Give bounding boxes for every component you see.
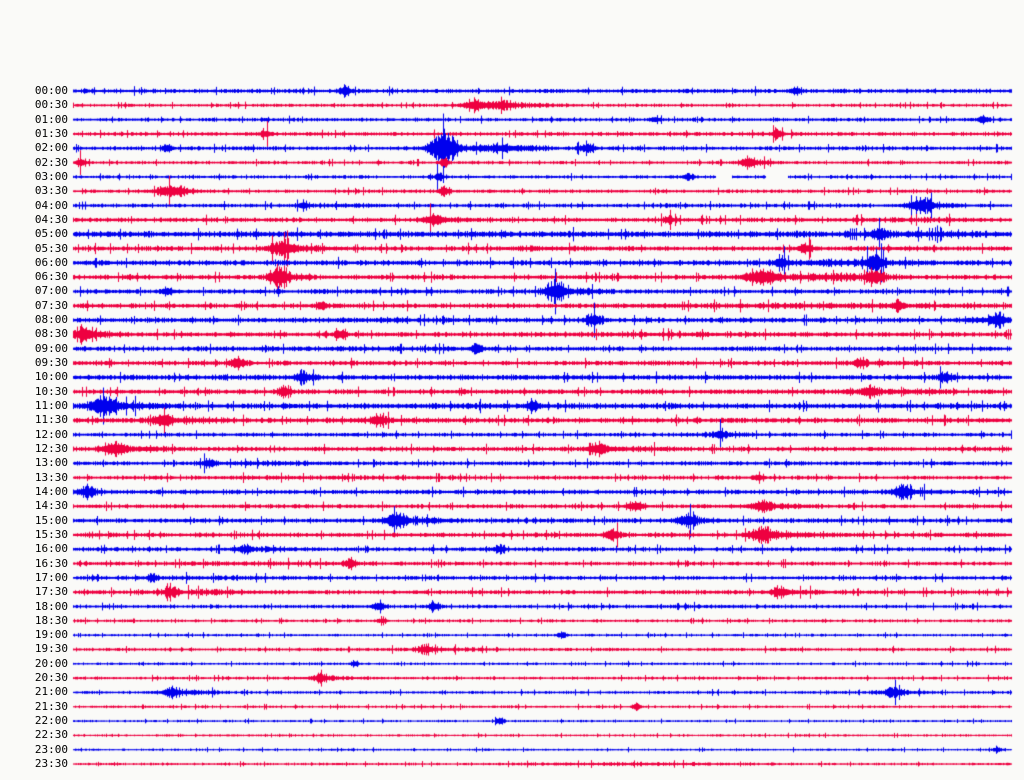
- helicorder-page: HT Paliouri (Halkidiki) Applied filter: …: [0, 0, 1024, 780]
- seismogram-canvas: [0, 0, 1024, 780]
